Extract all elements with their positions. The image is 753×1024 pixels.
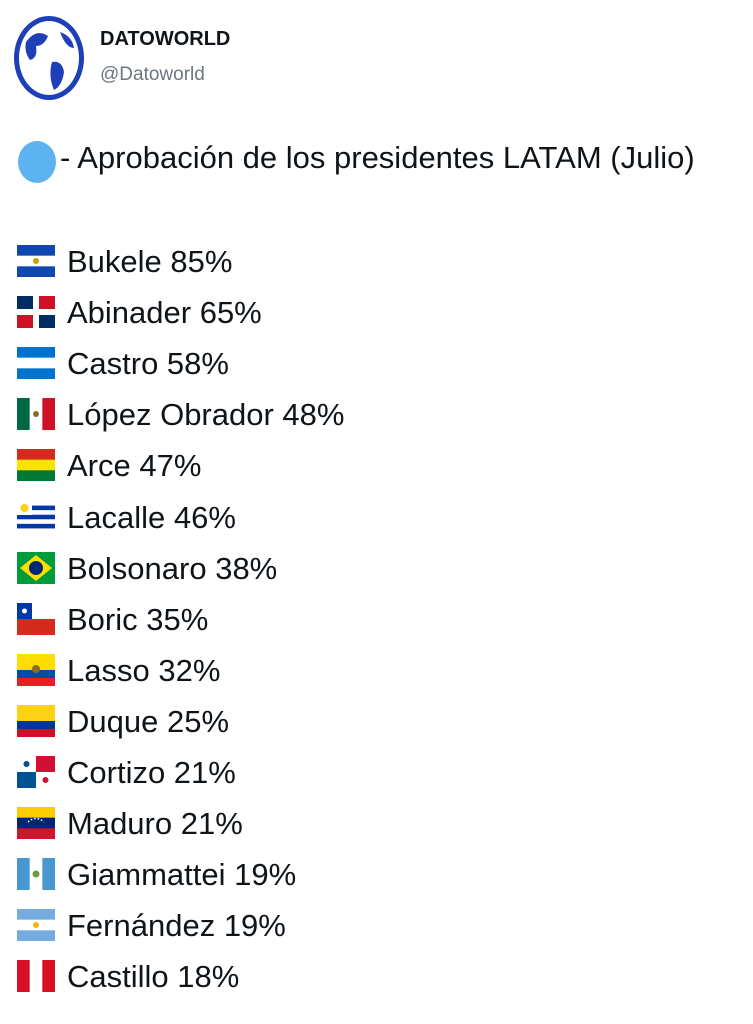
flag-icon bbox=[17, 500, 55, 533]
flag-icon bbox=[17, 653, 55, 686]
flag-icon bbox=[17, 858, 55, 891]
item-text: Abinader 65% bbox=[67, 295, 262, 331]
account-name: DATOWORLD bbox=[100, 28, 231, 50]
list-item: Bolsonaro 38% bbox=[0, 547, 753, 591]
list-item: López Obrador 48% bbox=[0, 393, 753, 437]
flag-icon bbox=[17, 602, 55, 635]
item-text: Maduro 21% bbox=[67, 806, 243, 842]
item-text: Lasso 32% bbox=[67, 652, 221, 688]
list-item: Bukele 85% bbox=[0, 240, 753, 284]
post-title: - Aprobación de los presidentes LATAM (J… bbox=[60, 140, 695, 175]
flag-icon bbox=[17, 398, 55, 431]
flag-icon bbox=[17, 704, 55, 737]
list-item: Fernández 19% bbox=[0, 904, 753, 948]
item-text: Castro 58% bbox=[67, 346, 229, 382]
flag-icon bbox=[17, 909, 55, 942]
flag-icon bbox=[17, 296, 55, 329]
flag-icon bbox=[17, 960, 55, 993]
flag-icon bbox=[17, 807, 55, 840]
item-text: López Obrador 48% bbox=[67, 397, 345, 433]
flag-icon bbox=[17, 347, 55, 380]
account-handle: @Datoworld bbox=[100, 64, 205, 85]
list-item: Giammattei 19% bbox=[0, 853, 753, 897]
list-item: Duque 25% bbox=[0, 700, 753, 744]
list-item: Maduro 21% bbox=[0, 802, 753, 846]
item-text: Bukele 85% bbox=[67, 244, 233, 279]
list-item: Lacalle 46% bbox=[0, 496, 753, 540]
item-text: Cortizo 21% bbox=[67, 755, 236, 790]
list-item: Cortizo 21% bbox=[0, 751, 753, 795]
list-item: Boric 35% bbox=[0, 598, 753, 642]
item-text: Arce 47% bbox=[67, 448, 202, 484]
list-item: Castro 58% bbox=[0, 342, 753, 386]
list-item: Abinader 65% bbox=[0, 291, 753, 335]
item-text: Giammattei 19% bbox=[67, 857, 297, 893]
item-text: Fernández 19% bbox=[67, 908, 286, 944]
item-text: Boric 35% bbox=[67, 601, 209, 637]
item-text: Duque 25% bbox=[67, 703, 230, 739]
list-item: Arce 47% bbox=[0, 444, 753, 488]
flag-icon bbox=[17, 245, 55, 277]
blue-circle-emoji bbox=[18, 141, 56, 183]
list-item: Lasso 32% bbox=[0, 649, 753, 693]
item-text: Lacalle 46% bbox=[67, 499, 236, 535]
flag-icon bbox=[17, 449, 55, 482]
item-text: Bolsonaro 38% bbox=[67, 550, 278, 586]
flag-icon bbox=[17, 756, 55, 788]
item-text: Castillo 18% bbox=[67, 959, 240, 995]
avatar bbox=[14, 16, 84, 100]
list-item: Castillo 18% bbox=[0, 955, 753, 999]
flag-icon bbox=[17, 551, 55, 584]
